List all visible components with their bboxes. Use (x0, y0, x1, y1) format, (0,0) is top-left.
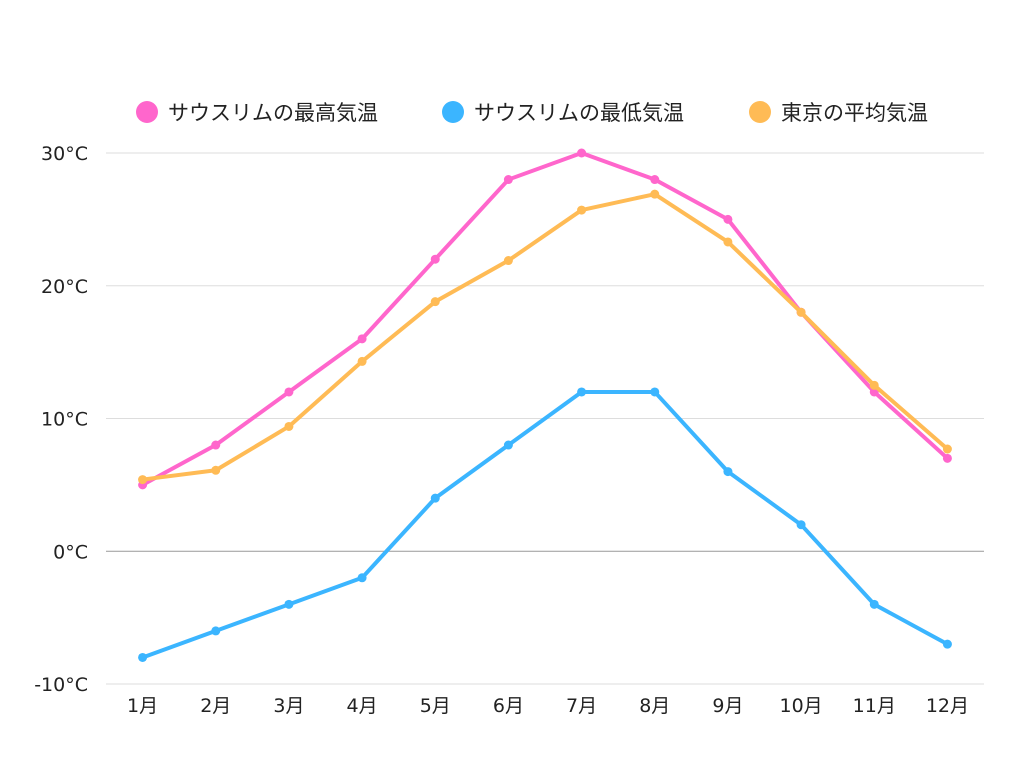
data-point (430, 254, 440, 264)
legend-item[interactable]: サウスリムの最低気温 (442, 101, 684, 125)
data-point (211, 626, 221, 636)
x-tick-label: 7月 (566, 695, 597, 717)
y-tick-label: -10°C (34, 674, 88, 696)
legend-marker-icon (442, 101, 464, 123)
data-point (430, 297, 440, 307)
x-tick-label: 9月 (712, 695, 743, 717)
data-point (942, 639, 952, 649)
y-axis: -10°C 0°C 10°C 20°C 30°C (34, 143, 88, 696)
data-point (503, 256, 513, 266)
x-tick-label: 8月 (639, 695, 670, 717)
data-point (942, 453, 952, 463)
y-tick-label: 10°C (41, 409, 88, 431)
y-tick-label: 0°C (53, 541, 88, 563)
y-tick-label: 30°C (41, 143, 88, 165)
data-point (430, 493, 440, 503)
data-point (650, 189, 660, 199)
legend-label: サウスリムの最高気温 (168, 101, 378, 125)
series-1 (138, 387, 952, 662)
data-point (284, 387, 294, 397)
data-point (796, 520, 806, 530)
legend-item[interactable]: 東京の平均気温 (749, 101, 928, 125)
x-axis: 1月 2月 3月 4月 5月 6月 7月 8月 9月 10月 11月 12月 (127, 695, 969, 717)
legend-marker-icon (136, 101, 158, 123)
legend-item[interactable]: サウスリムの最高気温 (136, 101, 378, 125)
data-point (577, 205, 587, 215)
data-point (503, 440, 513, 450)
series-line (140, 151, 950, 487)
data-point (723, 214, 733, 224)
data-point (284, 599, 294, 609)
data-point (211, 465, 221, 475)
data-point (357, 573, 367, 583)
x-tick-label: 11月 (853, 695, 896, 717)
data-point (650, 175, 660, 185)
data-point (138, 652, 148, 662)
legend-label: 東京の平均気温 (781, 101, 928, 125)
data-point (211, 440, 221, 450)
x-tick-label: 2月 (200, 695, 231, 717)
series-line (140, 192, 950, 482)
series-0 (138, 148, 952, 490)
data-point (869, 599, 879, 609)
x-tick-label: 12月 (926, 695, 969, 717)
data-point (138, 475, 148, 485)
legend-label: サウスリムの最低気温 (474, 101, 684, 125)
data-point (796, 307, 806, 317)
data-point (650, 387, 660, 397)
x-tick-label: 5月 (420, 695, 451, 717)
data-point (723, 467, 733, 477)
data-point (577, 148, 587, 158)
data-point (723, 237, 733, 247)
legend: サウスリムの最高気温 サウスリムの最低気温 東京の平均気温 (136, 101, 928, 125)
x-tick-label: 3月 (273, 695, 304, 717)
x-tick-label: 1月 (127, 695, 158, 717)
data-point (869, 380, 879, 390)
data-point (942, 444, 952, 454)
x-tick-label: 10月 (779, 695, 822, 717)
series-2 (138, 189, 952, 485)
data-point (357, 334, 367, 344)
data-point (357, 356, 367, 366)
data-point (503, 175, 513, 185)
data-point (577, 387, 587, 397)
data-point (284, 421, 294, 431)
x-tick-label: 4月 (347, 695, 378, 717)
legend-marker-icon (749, 101, 771, 123)
series-line (140, 389, 950, 660)
y-tick-label: 20°C (41, 276, 88, 298)
x-tick-label: 6月 (493, 695, 524, 717)
series-group (138, 148, 952, 662)
